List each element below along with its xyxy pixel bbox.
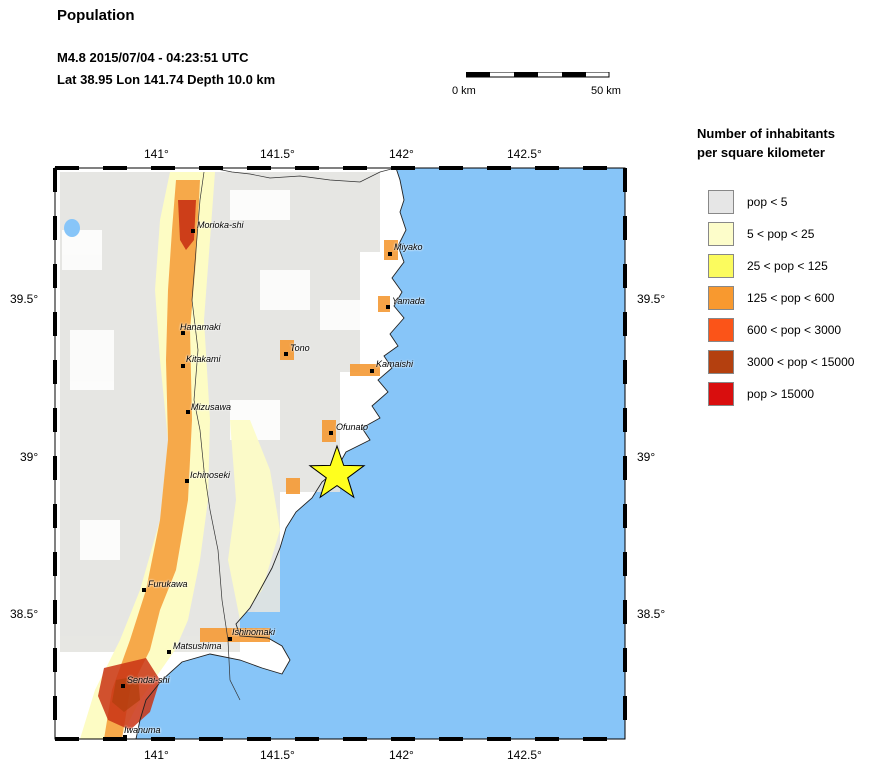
legend-label: 25 < pop < 125 xyxy=(747,259,828,273)
city-label-tono: Tono xyxy=(290,343,310,353)
lon-label-141-top: 141° xyxy=(144,147,169,161)
legend-title-line1: Number of inhabitants xyxy=(697,126,835,141)
lon-label-142-5-top: 142.5° xyxy=(507,147,542,161)
lat-label-39-left: 39° xyxy=(20,450,39,464)
city-label-sendai: Sendai-shi xyxy=(127,675,170,685)
legend-swatch xyxy=(708,382,734,406)
city-label-yamada: Yamada xyxy=(392,296,425,306)
prefecture-boundary xyxy=(191,168,396,701)
city-label-matsushima: Matsushima xyxy=(173,641,222,651)
city-label-mizusawa: Mizusawa xyxy=(191,402,232,412)
lon-label-141-5-top: 141.5° xyxy=(260,147,295,161)
legend-label: pop < 5 xyxy=(747,195,788,209)
city-label-iwanuma: Iwanuma xyxy=(124,725,161,735)
legend-label: 125 < pop < 600 xyxy=(747,291,835,305)
city-label-ishinomaki: Ishinomaki xyxy=(232,627,276,637)
city-label-kitakami: Kitakami xyxy=(186,354,221,364)
legend-swatch xyxy=(708,222,734,246)
legend-label: 3000 < pop < 15000 xyxy=(747,355,855,369)
legend-swatch xyxy=(708,350,734,374)
location-info: Lat 38.95 Lon 141.74 Depth 10.0 km xyxy=(57,72,276,87)
city-label-miyako: Miyako xyxy=(394,242,423,252)
lon-label-142-top: 142° xyxy=(389,147,414,161)
event-info: M4.8 2015/07/04 - 04:23:51 UTC xyxy=(57,50,249,65)
scale-max-label: 50 km xyxy=(591,85,621,97)
epicenter-star-icon xyxy=(308,444,366,499)
map-title: Population xyxy=(57,7,135,24)
city-label-morioka: Morioka-shi xyxy=(197,220,244,230)
legend-label: 5 < pop < 25 xyxy=(747,227,815,241)
legend-label: pop > 15000 xyxy=(747,387,815,401)
legend-label: 600 < pop < 3000 xyxy=(747,323,842,337)
city-label-furukawa: Furukawa xyxy=(148,579,188,589)
lon-label-142-bottom: 142° xyxy=(389,748,414,762)
lake xyxy=(64,219,80,237)
lat-label-38-5-right: 38.5° xyxy=(637,607,666,621)
scale-bar xyxy=(466,72,610,78)
lon-label-141-bottom: 141° xyxy=(144,748,169,762)
scale-min-label: 0 km xyxy=(452,85,476,97)
lon-label-141-5-bottom: 141.5° xyxy=(260,748,295,762)
city-label-hanamaki: Hanamaki xyxy=(180,322,221,332)
lat-label-39-5-left: 39.5° xyxy=(10,292,39,306)
legend-title-line2: per square kilometer xyxy=(697,145,825,160)
legend-swatch xyxy=(708,190,734,214)
lat-label-39-right: 39° xyxy=(637,450,656,464)
city-label-ichinoseki: Ichinoseki xyxy=(190,470,231,480)
lat-label-38-5-left: 38.5° xyxy=(10,607,39,621)
city-label-ofunato: Ofunato xyxy=(336,422,369,432)
lat-label-39-5-right: 39.5° xyxy=(637,292,666,306)
legend-swatch xyxy=(708,254,734,278)
legend-title: Number of inhabitants per square kilomet… xyxy=(697,124,835,162)
city-label-kamaishi: Kamaishi xyxy=(376,359,414,369)
legend-swatch xyxy=(708,318,734,342)
city-markers xyxy=(121,229,392,739)
lon-label-142-5-bottom: 142.5° xyxy=(507,748,542,762)
map-frame xyxy=(54,167,626,740)
legend-swatch xyxy=(708,286,734,310)
